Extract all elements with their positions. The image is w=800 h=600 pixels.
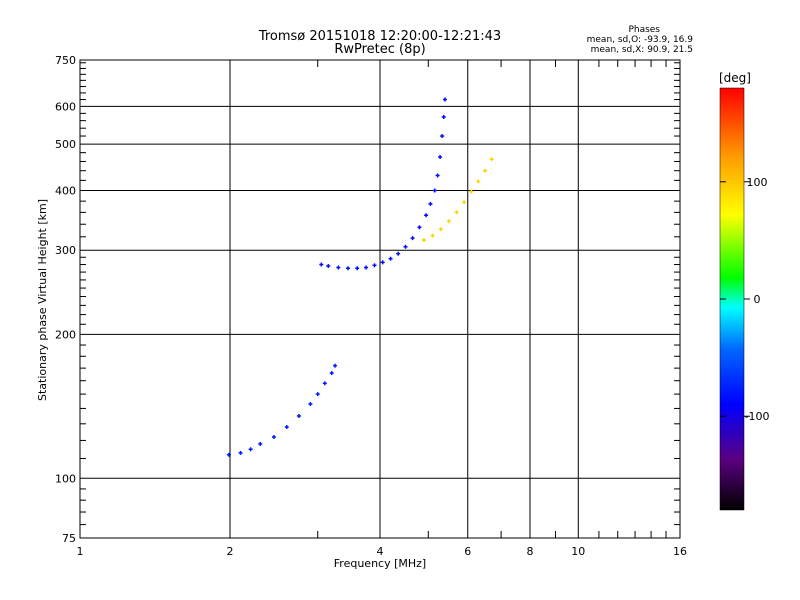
colorbar-ticks: -100 0 100 [720, 176, 769, 423]
x-tick-label: 6 [464, 545, 471, 558]
stats-line-o: mean, sd,O: -93.9, 16.9 [587, 35, 694, 45]
stats-heading: Phases [628, 25, 660, 35]
x-tick-label: 16 [673, 545, 687, 558]
scatter-series [421, 157, 494, 243]
y-tick-labels: 75 100 200 300 400 500 600 750 [55, 54, 76, 545]
y-tick-label: 75 [62, 532, 76, 545]
scatter-series [319, 97, 447, 271]
y-tick-label: 300 [55, 244, 76, 257]
plot-frame [79, 59, 681, 539]
y-tick-label: 100 [55, 472, 76, 485]
y-tick-label: 600 [55, 100, 76, 113]
scatter-series [226, 363, 338, 457]
chart-subtitle: RwPretec (8p) [334, 42, 425, 57]
y-axis-label: Stationary phase Virtual Height [km] [36, 199, 49, 401]
x-tick-label: 10 [571, 545, 585, 558]
plot-grid [79, 59, 681, 539]
x-tick-labels: 1 2 4 6 8 10 16 [77, 545, 688, 558]
stats-line-x: mean, sd,X: 90.9, 21.5 [591, 45, 693, 55]
y-tick-label: 750 [55, 54, 76, 67]
colorbar-tick-label: 100 [747, 176, 768, 189]
y-tick-label: 200 [55, 328, 76, 341]
x-tick-label: 8 [527, 545, 534, 558]
y-tick-label: 400 [55, 184, 76, 197]
x-tick-label: 2 [227, 545, 234, 558]
chart-title: Tromsø 20151018 12:20:00-12:21:43 [258, 29, 501, 44]
colorbar-tick-label: 0 [754, 293, 761, 306]
colorbar-label: [deg] [719, 71, 751, 85]
x-tick-label: 1 [77, 545, 84, 558]
x-axis-label: Frequency [MHz] [334, 557, 426, 570]
plot-points [226, 97, 494, 457]
colorbar-tick-label: -100 [745, 410, 770, 423]
y-tick-label: 500 [55, 138, 76, 151]
x-tick-label: 4 [377, 545, 384, 558]
